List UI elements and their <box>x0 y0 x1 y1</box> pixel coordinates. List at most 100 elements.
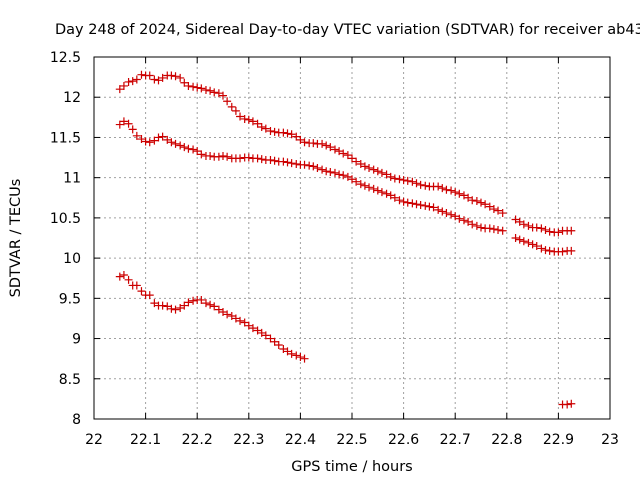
data-point <box>365 183 374 192</box>
data-point <box>326 168 335 177</box>
series-middle <box>115 117 576 256</box>
data-point <box>309 139 318 148</box>
data-point <box>154 133 163 142</box>
data-point <box>416 180 425 189</box>
data-point <box>119 81 128 90</box>
data-point <box>287 349 296 358</box>
data-point <box>163 135 172 144</box>
data-point <box>399 197 408 206</box>
data-point <box>451 212 460 221</box>
data-point <box>360 181 369 190</box>
y-axis-ticks: 8 8.5 9 9.5 10 10.5 11 11.5 12 12.5 <box>50 50 610 428</box>
x-tick-label: 22 <box>85 432 103 448</box>
data-point <box>330 145 339 154</box>
data-point <box>464 193 473 202</box>
x-tick-label: 22.3 <box>233 432 264 448</box>
data-point <box>270 156 279 165</box>
data-point <box>150 136 159 145</box>
data-point <box>158 73 167 82</box>
y-tick-label: 11 <box>63 171 81 187</box>
data-point <box>253 154 262 163</box>
data-point <box>339 149 348 158</box>
y-tick-label: 9.5 <box>59 291 81 307</box>
data-point <box>395 196 404 205</box>
data-point <box>532 242 541 251</box>
data-point <box>150 299 159 308</box>
data-point <box>137 287 146 296</box>
data-point <box>132 281 141 290</box>
data-point <box>494 206 503 215</box>
data-point <box>283 158 292 167</box>
y-tick-label: 11.5 <box>50 130 81 146</box>
data-point <box>369 165 378 174</box>
data-point <box>541 246 550 255</box>
data-point <box>137 70 146 79</box>
data-point <box>537 244 546 253</box>
data-point <box>412 200 421 209</box>
x-axis-ticks: 22 22.1 22.2 22.3 22.4 22.5 22.6 22.7 22.8 22.9 23 <box>85 57 619 448</box>
data-point <box>287 159 296 168</box>
data-point <box>240 318 249 327</box>
data-point <box>300 354 309 363</box>
data-point <box>300 160 309 169</box>
data-point <box>309 162 318 171</box>
y-axis-label: SDTVAR / TECUs <box>8 179 24 298</box>
data-point <box>167 304 176 313</box>
y-tick-label: 10.5 <box>50 211 81 227</box>
data-point <box>236 154 245 163</box>
data-point <box>197 84 206 93</box>
x-tick-label: 22.6 <box>388 432 419 448</box>
x-tick-label: 22.7 <box>440 432 471 448</box>
data-point <box>421 201 430 210</box>
data-point <box>390 174 399 183</box>
data-point <box>296 135 305 144</box>
data-point <box>369 184 378 193</box>
data-point <box>472 196 481 205</box>
x-tick-label: 22.1 <box>130 432 161 448</box>
data-point <box>244 153 253 162</box>
data-point <box>438 184 447 193</box>
data-point <box>240 114 249 123</box>
data-point <box>184 144 193 153</box>
data-point <box>489 205 498 214</box>
data-point <box>515 235 524 244</box>
data-point <box>335 147 344 156</box>
data-point <box>343 172 352 181</box>
data-point <box>119 117 128 126</box>
data-point <box>545 246 554 255</box>
data-point <box>468 220 477 229</box>
data-point <box>158 132 167 141</box>
data-point <box>558 247 567 256</box>
y-tick-label: 8.5 <box>59 372 81 388</box>
y-tick-label: 12 <box>63 90 81 106</box>
data-point <box>408 177 417 186</box>
data-point <box>206 300 215 309</box>
data-point <box>210 302 219 311</box>
data-point <box>214 152 223 161</box>
data-point <box>270 127 279 136</box>
data-point <box>455 214 464 223</box>
data-point <box>524 238 533 247</box>
data-point <box>180 143 189 152</box>
y-tick-label: 12.5 <box>50 50 81 66</box>
data-point <box>283 129 292 138</box>
data-point <box>412 179 421 188</box>
data-point <box>451 188 460 197</box>
data-point <box>447 186 456 195</box>
data-point <box>248 117 257 126</box>
data-point <box>167 71 176 80</box>
data-point <box>236 316 245 325</box>
series-tail <box>558 399 576 409</box>
data-point <box>244 115 253 124</box>
data-point <box>442 209 451 218</box>
data-point <box>266 127 275 136</box>
data-point <box>481 200 490 209</box>
data-point <box>274 340 283 349</box>
data-point <box>330 168 339 177</box>
data-point <box>390 193 399 202</box>
data-point <box>261 331 270 340</box>
data-point <box>563 400 572 409</box>
data-point <box>145 71 154 80</box>
data-point <box>322 167 331 176</box>
data-point <box>132 131 141 140</box>
